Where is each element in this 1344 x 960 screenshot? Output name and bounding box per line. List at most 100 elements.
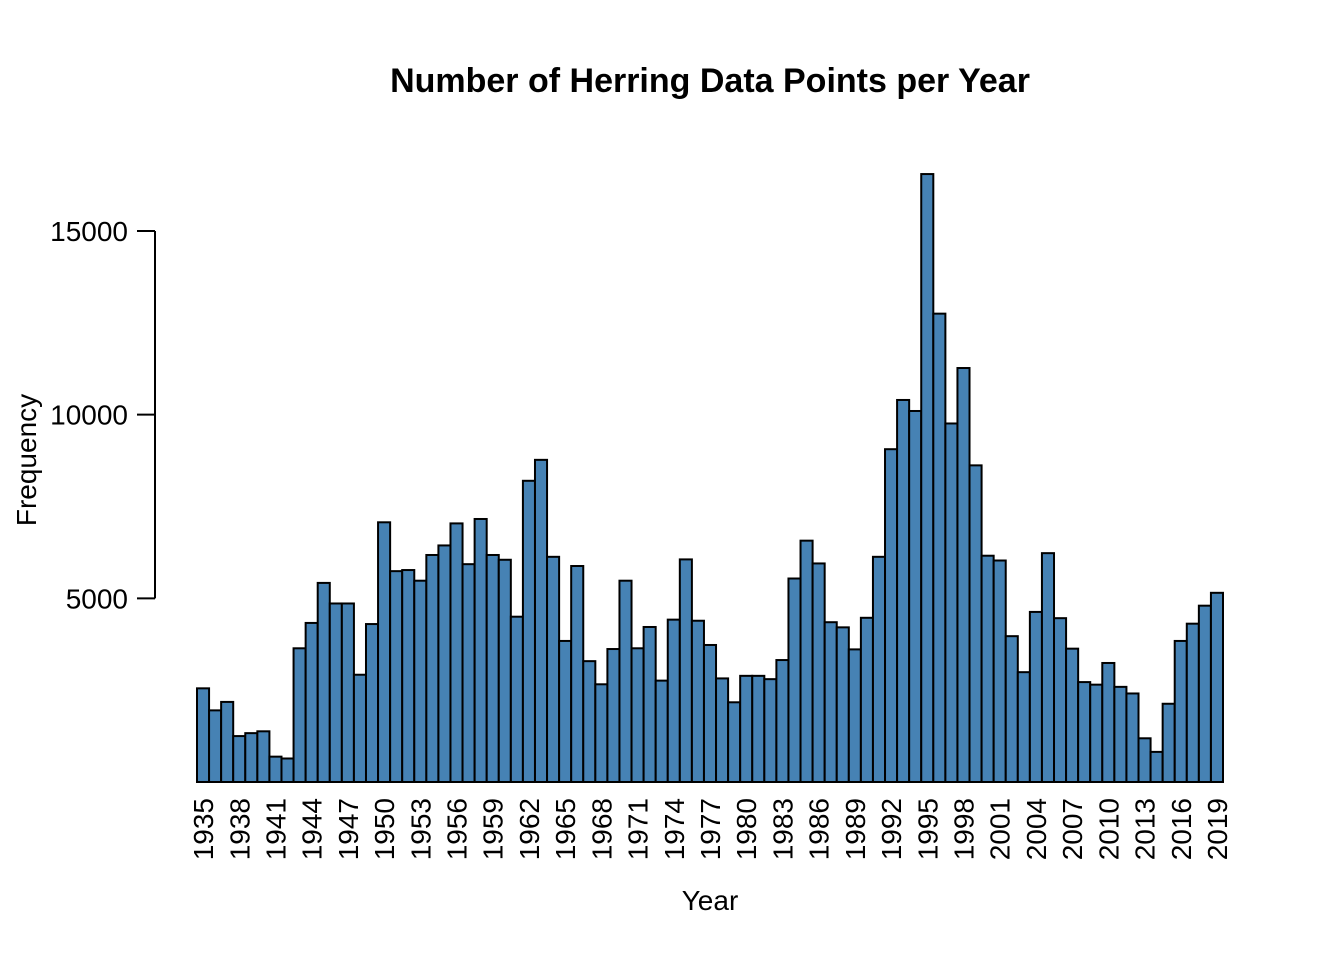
bar-2004 — [1028, 610, 1043, 783]
bar-2007 — [1065, 647, 1080, 783]
bar-2013 — [1137, 737, 1152, 783]
x-tick-label-1938: 1938 — [224, 798, 255, 860]
x-tick-label-1953: 1953 — [405, 798, 436, 860]
bar-1937 — [220, 700, 235, 783]
bar-1987 — [823, 621, 838, 784]
bar-1981 — [751, 674, 766, 784]
bar-1953 — [413, 579, 428, 784]
bar-1938 — [232, 735, 247, 784]
bar-2008 — [1077, 681, 1092, 784]
x-tick-label-1968: 1968 — [586, 798, 617, 860]
x-tick-label-2001: 2001 — [985, 798, 1016, 860]
bar-1955 — [437, 544, 452, 783]
y-axis: 5000 10000 15000 — [50, 216, 156, 614]
bar-1993 — [896, 398, 911, 783]
bar-1990 — [859, 616, 874, 783]
bar-2015 — [1161, 702, 1176, 784]
x-tick-label-1989: 1989 — [840, 798, 871, 860]
bar-1969 — [606, 648, 621, 784]
x-tick-label-2016: 2016 — [1166, 798, 1197, 860]
x-axis: 1935 1938 1941 1944 1947 1950 1953 1956 1959 1962… — [188, 798, 1233, 860]
bar-2010 — [1101, 661, 1116, 783]
bar-1972 — [642, 625, 657, 783]
chart-title: Number of Herring Data Points per Year — [390, 62, 1030, 100]
bar-1943 — [292, 647, 307, 783]
x-tick-label-1935: 1935 — [188, 798, 219, 860]
bar-1963 — [533, 458, 549, 783]
bar-2003 — [1016, 671, 1031, 783]
x-tick-label-2010: 2010 — [1093, 798, 1124, 860]
bar-1995 — [920, 173, 935, 783]
bar-2019 — [1209, 591, 1225, 783]
bar-1936 — [208, 709, 223, 783]
bar-1957 — [461, 563, 476, 783]
y-axis-label: Frequency — [11, 394, 42, 526]
bar-1949 — [364, 623, 380, 783]
bar-1986 — [811, 562, 826, 783]
bar-1968 — [594, 683, 609, 783]
bar-2012 — [1125, 692, 1140, 783]
bar-1975 — [678, 558, 693, 784]
x-tick-label-1998: 1998 — [948, 798, 979, 860]
bar-1978 — [715, 677, 730, 783]
bar-1991 — [871, 555, 887, 783]
bar-2000 — [980, 554, 995, 783]
bar-1997 — [944, 422, 959, 783]
bar-2014 — [1149, 750, 1164, 784]
x-tick-label-1956: 1956 — [442, 798, 473, 860]
bar-1980 — [739, 674, 754, 784]
bar-1945 — [316, 581, 331, 783]
bar-1979 — [727, 701, 742, 783]
bar-1985 — [799, 539, 814, 783]
bar-2005 — [1040, 552, 1056, 784]
bar-1946 — [328, 602, 343, 783]
bar-1952 — [401, 569, 416, 783]
bar-2017 — [1185, 622, 1200, 783]
bar-1967 — [582, 660, 597, 784]
bar-1960 — [497, 558, 512, 784]
bar-2018 — [1197, 604, 1212, 783]
bar-2016 — [1173, 639, 1188, 783]
bar-2001 — [992, 559, 1007, 783]
bar-1984 — [787, 577, 802, 783]
bar-1935 — [196, 687, 211, 784]
x-tick-label-2004: 2004 — [1021, 798, 1052, 860]
bar-1956 — [449, 522, 464, 784]
bar-2006 — [1053, 617, 1068, 783]
x-tick-label-2013: 2013 — [1130, 798, 1161, 860]
bar-1970 — [618, 579, 633, 784]
bar-1962 — [521, 479, 536, 783]
bar-1988 — [835, 626, 850, 783]
bar-2002 — [1004, 635, 1019, 783]
y-tick-label-15000: 15000 — [50, 216, 128, 247]
bar-1983 — [775, 659, 790, 783]
bar-2011 — [1113, 685, 1128, 783]
x-tick-label-1944: 1944 — [297, 798, 328, 860]
bar-1948 — [352, 673, 367, 783]
bar-1961 — [509, 615, 524, 784]
bars-group — [196, 173, 1225, 784]
bar-1939 — [244, 732, 259, 784]
x-tick-label-1965: 1965 — [550, 798, 581, 860]
bar-1944 — [304, 621, 319, 783]
x-tick-label-1947: 1947 — [333, 798, 364, 860]
bar-1959 — [485, 553, 500, 783]
bar-1954 — [425, 553, 440, 783]
bar-1974 — [666, 618, 681, 784]
x-tick-label-1986: 1986 — [804, 798, 835, 860]
bar-1973 — [654, 679, 669, 783]
bar-1994 — [908, 409, 923, 783]
y-tick-label-10000: 10000 — [50, 400, 128, 431]
x-tick-label-2019: 2019 — [1202, 798, 1233, 860]
bar-1999 — [968, 464, 983, 783]
bar-1971 — [630, 647, 645, 783]
bar-1940 — [256, 730, 271, 783]
x-tick-label-1941: 1941 — [260, 798, 291, 860]
x-tick-label-1950: 1950 — [369, 798, 400, 860]
bar-1977 — [702, 643, 718, 783]
bar-1976 — [690, 619, 705, 783]
x-tick-label-1995: 1995 — [912, 798, 943, 860]
bar-1982 — [763, 678, 778, 784]
bar-1965 — [558, 639, 573, 783]
